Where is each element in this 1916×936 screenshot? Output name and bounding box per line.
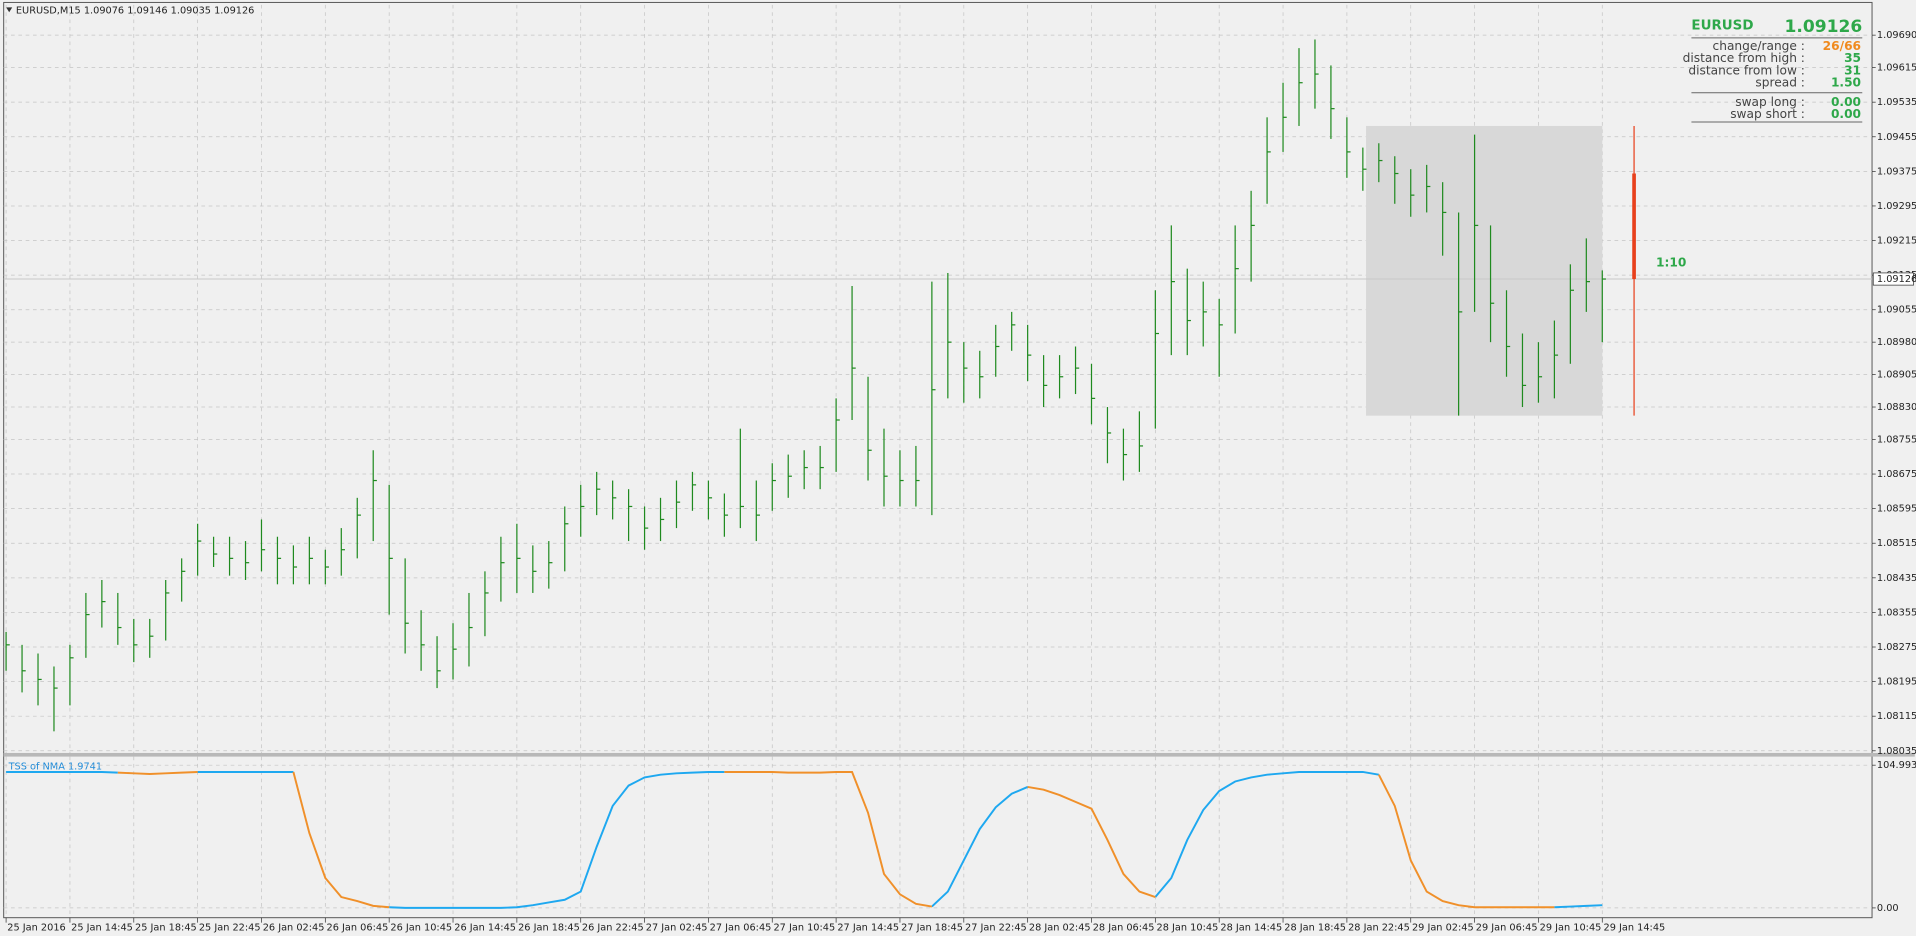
x-tick-label: 27 Jan 14:45	[837, 922, 899, 933]
indicator-title: TSS of NMA 1.9741	[8, 761, 103, 772]
x-tick-label: 29 Jan 14:45	[1603, 922, 1665, 933]
y-tick-label: 1.09055	[1877, 305, 1916, 316]
x-tick-label: 25 Jan 22:45	[199, 922, 261, 933]
indicator-line	[117, 770, 1555, 909]
x-tick-label: 27 Jan 02:45	[646, 922, 708, 933]
x-tick-label: 28 Jan 18:45	[1284, 922, 1346, 933]
x-tick-label: 26 Jan 14:45	[454, 922, 516, 933]
current-price-box	[1872, 272, 1914, 286]
x-tick-label: 26 Jan 18:45	[518, 922, 580, 933]
y-tick-label: 1.08515	[1877, 538, 1916, 549]
y-tick-label: 1.08905	[1877, 370, 1916, 381]
x-tick-label: 27 Jan 06:45	[710, 922, 772, 933]
x-tick-label: 28 Jan 06:45	[1093, 922, 1155, 933]
y-tick-label: 1.09455	[1877, 132, 1916, 143]
x-tick-label: 27 Jan 10:45	[773, 922, 835, 933]
info-label: distance from low :	[1688, 63, 1805, 77]
range-box	[1366, 125, 1603, 416]
info-value: 31	[1844, 63, 1861, 77]
chart-frame	[3, 1, 1873, 919]
x-tick-label: 25 Jan 2016	[7, 922, 65, 933]
info-value: 35	[1844, 51, 1861, 65]
x-tick-label: 26 Jan 10:45	[390, 922, 452, 933]
info-value: 0.00	[1831, 95, 1861, 109]
y-tick-label: 0.00	[1877, 903, 1899, 914]
x-tick-label: 27 Jan 18:45	[901, 922, 963, 933]
x-tick-label: 25 Jan 18:45	[135, 922, 197, 933]
y-tick-label: 1.08195	[1877, 677, 1916, 688]
y-tick-label: 1.09615	[1877, 63, 1916, 74]
y-tick-label: 104.993	[1877, 760, 1916, 771]
x-tick-label: 29 Jan 02:45	[1412, 922, 1474, 933]
y-tick-label: 1.09215	[1877, 236, 1916, 247]
x-tick-label: 28 Jan 22:45	[1348, 922, 1410, 933]
current-price-label: 1.09126	[1877, 274, 1916, 285]
info-label: spread :	[1755, 75, 1805, 89]
info-value: 1.50	[1831, 75, 1861, 89]
info-label: change/range :	[1713, 39, 1805, 53]
info-label: swap short :	[1730, 107, 1805, 121]
y-tick-label: 1.08595	[1877, 504, 1916, 515]
y-tick-label: 1.08115	[1877, 711, 1916, 722]
pane-divider	[3, 752, 1915, 757]
info-label: distance from high :	[1683, 51, 1805, 65]
indicator-line	[6, 770, 1603, 909]
y-tick-label: 1.08275	[1877, 642, 1916, 653]
x-tick-label: 28 Jan 02:45	[1029, 922, 1091, 933]
y-tick-label: 1.08675	[1877, 469, 1916, 480]
x-tick-label: 26 Jan 02:45	[263, 922, 325, 933]
chart-title: EURUSD,M15 1.09076 1.09146 1.09035 1.091…	[16, 5, 255, 16]
x-tick-label: 26 Jan 22:45	[582, 922, 644, 933]
y-tick-label: 1.08980	[1877, 337, 1916, 348]
info-value: 26/66	[1823, 39, 1861, 53]
range-ratio-label: 1:10	[1656, 256, 1686, 270]
x-tick-label: 29 Jan 06:45	[1476, 922, 1538, 933]
info-label: swap long :	[1735, 95, 1805, 109]
y-tick-label: 1.08830	[1877, 402, 1916, 413]
x-tick-label: 28 Jan 10:45	[1157, 922, 1219, 933]
y-tick-label: 1.09295	[1877, 201, 1916, 212]
menu-arrow[interactable]	[6, 7, 13, 13]
x-tick-label: 29 Jan 10:45	[1540, 922, 1602, 933]
x-tick-label: 28 Jan 14:45	[1220, 922, 1282, 933]
x-tick-label: 26 Jan 06:45	[327, 922, 389, 933]
info-price: 1.09126	[1784, 17, 1862, 37]
info-symbol: EURUSD	[1691, 19, 1753, 34]
y-tick-label: 1.08035	[1877, 746, 1916, 757]
y-tick-label: 1.09375	[1877, 166, 1916, 177]
y-tick-label: 1.08755	[1877, 434, 1916, 445]
x-tick-label: 25 Jan 14:45	[71, 922, 133, 933]
y-tick-label: 1.08435	[1877, 573, 1916, 584]
x-tick-label: 27 Jan 22:45	[965, 922, 1027, 933]
y-tick-label: 1.09535	[1877, 97, 1916, 108]
y-tick-label: 1.09690	[1877, 30, 1916, 41]
info-value: 0.00	[1831, 107, 1861, 121]
y-tick-label: 1.08355	[1877, 607, 1916, 618]
